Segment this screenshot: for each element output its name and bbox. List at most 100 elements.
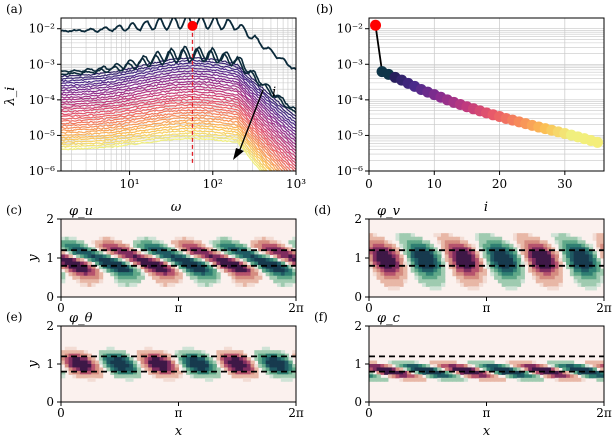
c-cell (220, 240, 225, 245)
c-cell (193, 272, 198, 277)
d-cell (596, 258, 601, 263)
d-cell (429, 243, 434, 248)
f-cell (399, 370, 404, 375)
d-cell (391, 261, 397, 266)
c-cell (87, 261, 92, 266)
f-cell (600, 364, 604, 368)
d-cell (475, 272, 480, 277)
c-cell (273, 254, 278, 259)
c-cell (167, 279, 172, 284)
e-cell (197, 367, 202, 372)
d-cell (463, 268, 469, 273)
e-cell (76, 374, 81, 379)
e-cell (102, 350, 107, 355)
c-cell (242, 275, 248, 280)
d-cell (478, 243, 484, 248)
c-cell (223, 268, 229, 273)
d-cell (539, 240, 544, 245)
e-cell (163, 370, 168, 375)
e-cell (254, 350, 259, 355)
e-ytick-label: 1 (46, 357, 54, 371)
a-ytick-label: 10⁻³ (29, 57, 56, 71)
c-cell (292, 275, 296, 280)
e-cell (91, 367, 96, 372)
e-cell (178, 353, 183, 358)
f-cell (581, 364, 586, 368)
d-cell (497, 236, 503, 241)
d-cell (463, 272, 469, 277)
c-cell (197, 240, 202, 245)
c-cell (167, 265, 172, 270)
f-cell (585, 374, 590, 379)
c-cell (136, 279, 142, 284)
e-cell (174, 350, 179, 355)
c-cell (148, 272, 153, 277)
c-cell (292, 250, 296, 255)
c-cell (231, 275, 236, 280)
c-cell (277, 268, 282, 273)
c-cell (227, 243, 233, 248)
c-cell (242, 279, 248, 284)
e-cell (216, 353, 221, 358)
c-cell (98, 258, 104, 263)
c-cell (151, 236, 157, 241)
e-cell (110, 364, 115, 368)
d-cell (391, 275, 397, 280)
d-cell (452, 268, 457, 273)
d-cell (467, 279, 472, 284)
d-cell (384, 247, 389, 252)
d-cell (497, 272, 503, 277)
e-cell (167, 367, 172, 372)
e-cell (273, 350, 278, 355)
c-cell (155, 268, 161, 273)
f-cell (596, 364, 601, 368)
c-cell (174, 279, 179, 284)
c-cell (163, 272, 168, 277)
e-cell (239, 350, 244, 355)
f-cell (562, 374, 567, 379)
d-cell (490, 236, 495, 241)
d-cell (387, 268, 393, 273)
e-cell (98, 360, 104, 365)
d-cell (482, 254, 487, 259)
c-cell (280, 272, 286, 277)
d-cell (403, 275, 408, 280)
c-cell (197, 282, 202, 287)
d-cell (441, 243, 446, 248)
f-cell (585, 364, 590, 368)
d-cell (558, 282, 563, 287)
c-cell (216, 254, 221, 259)
d-cell (494, 268, 499, 273)
c-cell (288, 279, 293, 284)
d-cell (592, 279, 597, 284)
e-cell (129, 367, 134, 372)
d-cell (531, 240, 537, 245)
f-cell (414, 374, 419, 379)
d-cell (516, 282, 522, 287)
f-cell (452, 360, 457, 365)
d-cell (369, 250, 374, 255)
c-cell (231, 272, 236, 277)
d-cell (600, 233, 604, 238)
f-cell (475, 374, 480, 379)
d-cell (459, 275, 465, 280)
c-cell (246, 254, 252, 259)
c-cell (174, 258, 179, 263)
c-cell (148, 268, 153, 273)
e-cell (87, 367, 92, 372)
e-cell (163, 377, 168, 382)
e-cell (280, 374, 286, 379)
d-cell (569, 236, 575, 241)
c-cell (258, 254, 263, 259)
e-cell (110, 360, 115, 365)
f-cell (509, 374, 514, 379)
d-cell (531, 268, 537, 273)
f-cell (444, 370, 450, 375)
e-cell (197, 353, 202, 358)
c-cell (110, 236, 115, 241)
c-cell (239, 243, 244, 248)
c-cell (114, 254, 119, 259)
c-cell (170, 282, 176, 287)
c-cell (129, 265, 134, 270)
